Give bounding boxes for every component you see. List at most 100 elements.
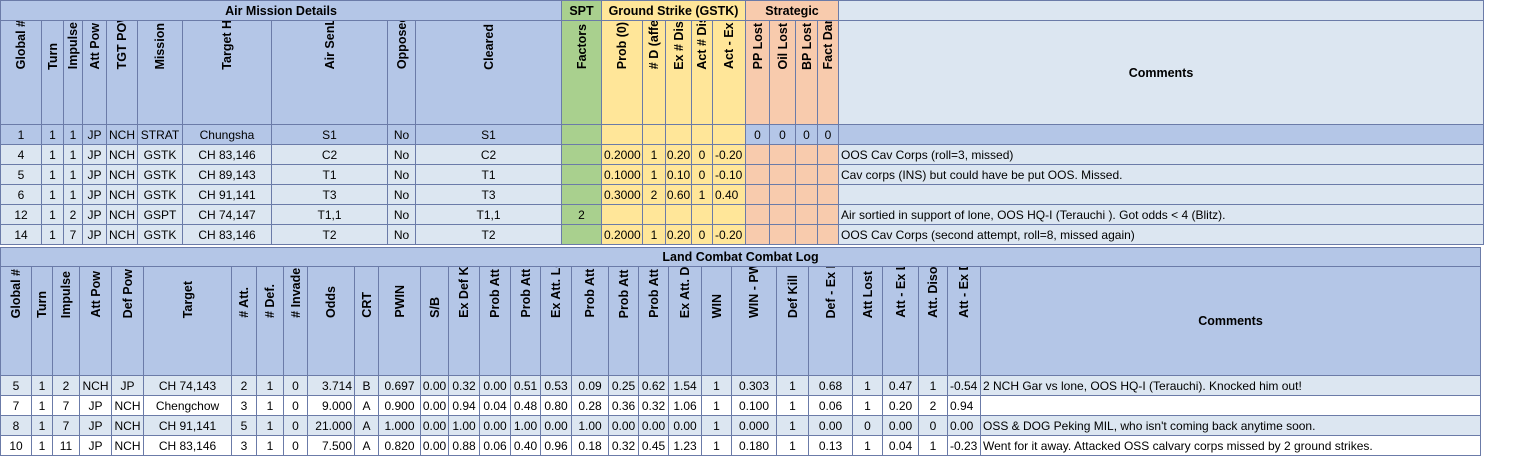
air-header-cell: Mission — [137, 20, 183, 125]
air-cell-tgt: NCH — [106, 144, 138, 165]
land-cell: 0.68 — [808, 375, 853, 396]
air-cell-g: 5 — [0, 164, 42, 185]
air-cell-bp — [795, 184, 818, 205]
land-cell: 0.48 — [510, 395, 541, 416]
air-header-label: BP Lost — [799, 22, 814, 70]
air-cell-senl: C2 — [271, 144, 388, 165]
air-cell-turn: 1 — [41, 224, 64, 245]
land-cell: 1 — [256, 375, 284, 396]
land-cell: 1 — [776, 375, 809, 396]
land-cell: 0.32 — [608, 435, 639, 456]
land-header-label: Odds — [324, 286, 338, 318]
air-cell-d: 1 — [642, 144, 666, 165]
land-cell: 0.00 — [479, 375, 511, 396]
air-cell-fa — [561, 124, 602, 145]
land-comment: OSS & DOG Peking MIL, who isn't coming b… — [980, 415, 1481, 436]
land-cell: 0.00 — [882, 415, 919, 436]
air-header-label: Turn — [45, 42, 60, 70]
land-row: 7 1 7 JP NCH Chengchow 3 1 0 9.000 A 0.900 0.00 0.94 0… — [0, 395, 1481, 416]
air-header-label: Impulse — [66, 22, 80, 70]
land-cell: 0 — [852, 415, 883, 436]
air-cell-senl: S1 — [271, 124, 388, 145]
air-mission-title: Air Mission Details — [0, 0, 562, 21]
land-cell: 11 — [52, 435, 80, 456]
land-cell: 10 — [0, 435, 32, 456]
land-header-cell: Prob Att Org — [571, 266, 609, 376]
land-cell: 1.23 — [668, 435, 702, 456]
land-cell: 0.94 — [947, 395, 981, 416]
air-cell-d — [642, 204, 666, 225]
air-row: 12 1 2 JP NCH GSPT CH 74,147 T1,1 No T1,1 2 Air sor… — [0, 204, 1484, 225]
land-header-cell: Turn — [31, 266, 53, 376]
air-cell-fd — [817, 184, 839, 205]
air-cell-tgt: NCH — [106, 184, 138, 205]
air-cell-mission: GSTK — [137, 184, 183, 205]
land-header-label: # Att. — [237, 287, 251, 318]
air-header-cell: Act # Disorg — [691, 20, 713, 125]
land-cell: 0 — [283, 395, 308, 416]
air-cell-imp: 7 — [63, 224, 83, 245]
air-cell-fd — [817, 164, 839, 185]
air-header-label: Act - Ex # Disorg — [722, 22, 736, 70]
air-cell-oil — [769, 164, 796, 185]
air-cell-turn: 1 — [41, 144, 64, 165]
air-cell-fd — [817, 224, 839, 245]
land-cell: 1 — [701, 435, 732, 456]
air-comments-header: Comments — [838, 20, 1484, 125]
air-header-row: Global # Turn Impulse Att Pow TGT POW Mission… — [0, 20, 1484, 125]
air-cell-actd: 0 — [691, 164, 713, 185]
air-cell-opp: No — [387, 164, 416, 185]
land-header-label: Ex Att. Lost — [549, 266, 563, 319]
air-cell-pp — [745, 224, 770, 245]
land-cell: 3 — [231, 395, 257, 416]
land-header-label: Att - Ex Disorg — [957, 266, 971, 319]
land-cell: 0.36 — [608, 395, 639, 416]
air-cell-fd: 0 — [817, 124, 839, 145]
land-cell: NCH — [111, 395, 144, 416]
land-cell: 2 — [231, 375, 257, 396]
land-cell: 0.25 — [608, 375, 639, 396]
land-header-label: Prob Att Loses 3 — [488, 266, 502, 319]
air-cell-mission: GSPT — [137, 204, 183, 225]
land-header-cell: Ex Att. Lost — [540, 266, 572, 376]
land-header-cell: Global # — [0, 266, 32, 376]
air-cell-diff — [712, 124, 746, 145]
land-cell: JP — [79, 395, 112, 416]
land-header-cell: Impulse — [52, 266, 80, 376]
air-header-cell: Att Pow — [82, 20, 107, 125]
air-cell-senl: T1,1 — [271, 204, 388, 225]
land-cell: 0.06 — [479, 435, 511, 456]
air-cell-fa: 2 — [561, 204, 602, 225]
air-comment — [838, 184, 1484, 205]
air-row: 5 1 1 JP NCH GSTK CH 89,143 T1 No T1 0.1000 1 0.10 0-… — [0, 164, 1484, 185]
air-cell-diff: -0.10 — [712, 164, 746, 185]
air-header-cell: Oil Lost — [769, 20, 796, 125]
air-cell-senl: T3 — [271, 184, 388, 205]
land-cell: 1 — [852, 395, 883, 416]
air-header-label: Fact Damaged — [821, 20, 835, 70]
air-cell-turn: 1 — [41, 184, 64, 205]
air-header-label: Cleared — [481, 23, 496, 70]
land-cell: 0 — [283, 415, 308, 436]
air-row: 14 1 7 JP NCH GSTK CH 83,146 T2 No T2 0.2000 1 0.20 0… — [0, 224, 1484, 245]
air-header-label: Att Pow — [87, 22, 102, 70]
land-cell: 0.20 — [882, 395, 919, 416]
land-row: 10 1 11 JP NCH CH 83,146 3 1 0 7.500 A 0.820 0.00 0.8… — [0, 435, 1481, 456]
air-cell-fa — [561, 184, 602, 205]
air-cell-opp: No — [387, 204, 416, 225]
air-cell-mission: GSTK — [137, 144, 183, 165]
land-cell: 1 — [852, 435, 883, 456]
land-header-label: Prob Att Org — [583, 266, 597, 319]
air-cell-senl: T2 — [271, 224, 388, 245]
air-cell-bp — [795, 164, 818, 185]
land-cell: 1 — [256, 435, 284, 456]
air-cell-actd: 0 — [691, 224, 713, 245]
air-cell-prob: 0.1000 — [601, 164, 643, 185]
land-cell: 0.94 — [448, 395, 480, 416]
air-header-cell: Fact Damaged — [817, 20, 839, 125]
air-header-cell: Factors Added — [561, 20, 602, 125]
land-header-cell: Att Lost — [852, 266, 883, 376]
land-cell: 0.00 — [420, 395, 449, 416]
land-cell: 1.54 — [668, 375, 702, 396]
air-cell-att: JP — [82, 204, 107, 225]
